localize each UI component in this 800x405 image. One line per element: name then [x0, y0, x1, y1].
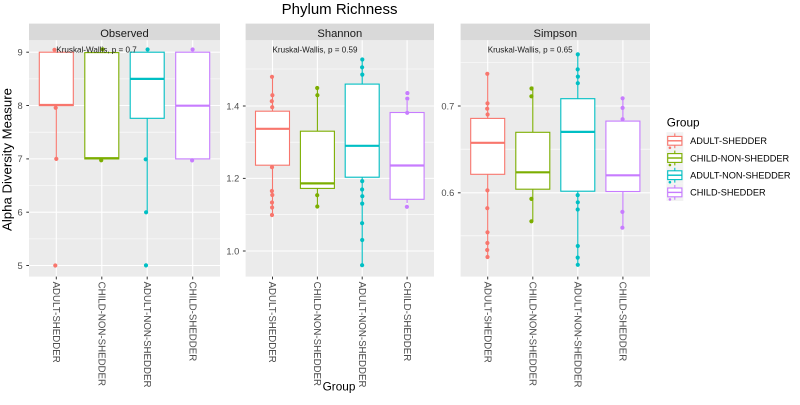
svg-text:Kruskal-Wallis, p = 0.7: Kruskal-Wallis, p = 0.7 [56, 45, 137, 54]
svg-text:1.4: 1.4 [226, 101, 239, 111]
svg-text:CHILD-NON-SHEDDER: CHILD-NON-SHEDDER [690, 153, 789, 163]
svg-text:Phylum Richness: Phylum Richness [282, 1, 398, 18]
svg-text:0.7: 0.7 [441, 101, 454, 111]
svg-text:CHILD-SHEDDER: CHILD-SHEDDER [690, 188, 766, 198]
svg-text:CHILD-NON-SHEDDER: CHILD-NON-SHEDDER [311, 282, 322, 386]
svg-text:ADULT-SHEDDER: ADULT-SHEDDER [50, 282, 61, 363]
svg-text:ADULT-NON-SHEDDER: ADULT-NON-SHEDDER [690, 171, 791, 181]
svg-text:Simpson: Simpson [534, 28, 578, 40]
svg-text:Alpha Diversity Measure: Alpha Diversity Measure [0, 88, 15, 231]
svg-text:0.6: 0.6 [441, 188, 454, 198]
svg-text:Group: Group [667, 115, 700, 129]
svg-text:Group: Group [323, 379, 356, 393]
svg-text:CHILD-SHEDDER: CHILD-SHEDDER [617, 282, 628, 362]
svg-text:Observed: Observed [100, 28, 149, 40]
svg-text:Kruskal-Wallis, p = 0.65: Kruskal-Wallis, p = 0.65 [488, 45, 573, 54]
svg-text:6: 6 [18, 208, 23, 218]
svg-text:Shannon: Shannon [317, 28, 362, 40]
svg-text:9: 9 [18, 48, 23, 58]
svg-text:ADULT-SHEDDER: ADULT-SHEDDER [266, 282, 277, 363]
svg-text:ADULT-SHEDDER: ADULT-SHEDDER [690, 136, 767, 146]
svg-text:CHILD-NON-SHEDDER: CHILD-NON-SHEDDER [527, 282, 538, 386]
svg-text:ADULT-NON-SHEDDER: ADULT-NON-SHEDDER [356, 282, 367, 388]
svg-text:1.2: 1.2 [226, 174, 239, 184]
svg-text:1.0: 1.0 [226, 246, 239, 256]
svg-text:ADULT-SHEDDER: ADULT-SHEDDER [481, 282, 492, 363]
svg-text:7: 7 [18, 154, 23, 164]
svg-text:CHILD-SHEDDER: CHILD-SHEDDER [186, 282, 197, 362]
svg-text:CHILD-NON-SHEDDER: CHILD-NON-SHEDDER [96, 282, 107, 386]
svg-text:Kruskal-Wallis, p = 0.59: Kruskal-Wallis, p = 0.59 [273, 45, 358, 54]
svg-text:CHILD-SHEDDER: CHILD-SHEDDER [401, 282, 412, 362]
svg-text:ADULT-NON-SHEDDER: ADULT-NON-SHEDDER [141, 282, 152, 388]
svg-text:8: 8 [18, 101, 23, 111]
svg-text:5: 5 [18, 261, 23, 271]
svg-text:ADULT-NON-SHEDDER: ADULT-NON-SHEDDER [572, 282, 583, 388]
